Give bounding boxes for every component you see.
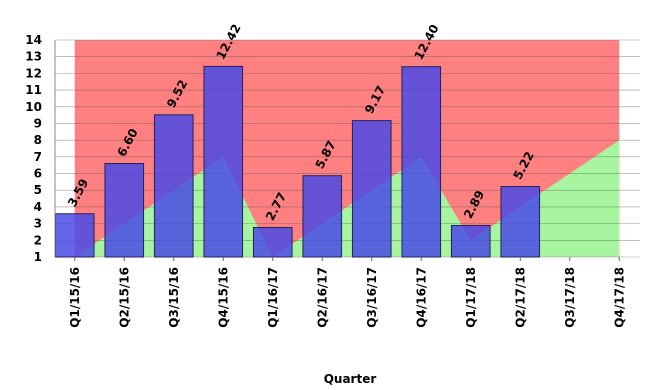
bar <box>203 65 244 258</box>
x-tick-label: Q3/17/18 <box>563 267 577 328</box>
x-axis-title: Quarter <box>324 372 377 386</box>
bar <box>252 226 293 258</box>
x-tick-label: Q2/17/18 <box>513 267 527 328</box>
x-tick-label: Q4/15/16 <box>216 267 230 328</box>
x-tick-label: Q2/15/16 <box>117 267 131 328</box>
y-tick-label: 6 <box>34 167 42 181</box>
x-tick-label: Q3/15/16 <box>167 267 181 328</box>
bar <box>401 66 442 258</box>
bar <box>54 213 95 258</box>
y-tick-label: 9 <box>34 116 42 130</box>
y-tick-label: 10 <box>25 100 42 114</box>
x-tick-label: Q1/17/18 <box>464 267 478 328</box>
x-tick-label: Q4/16/17 <box>414 267 428 328</box>
x-tick-label: Q1/16/17 <box>266 267 280 328</box>
bar <box>351 120 392 258</box>
x-tick-label: Q2/16/17 <box>315 267 329 328</box>
x-tick-label: Q4/17/18 <box>612 267 626 328</box>
bar <box>500 186 541 258</box>
y-tick-label: 1 <box>34 250 42 264</box>
y-tick-label: 5 <box>34 183 42 197</box>
y-tick-label: 4 <box>34 200 42 214</box>
bar <box>153 114 194 258</box>
y-tick-label: 11 <box>25 83 42 97</box>
y-tick-label: 13 <box>25 50 42 64</box>
y-tick-label: 3 <box>34 217 42 231</box>
y-tick-label: 12 <box>25 66 42 80</box>
x-tick-label: Q3/16/17 <box>365 267 379 328</box>
y-tick-label: 8 <box>34 133 42 147</box>
bar <box>450 224 491 258</box>
y-tick-label: 2 <box>34 233 42 247</box>
y-tick-label: 7 <box>34 150 42 164</box>
y-tick-label: 14 <box>25 33 42 47</box>
bar <box>104 163 145 258</box>
x-tick-label: Q1/15/16 <box>68 267 82 328</box>
bar <box>302 175 343 258</box>
